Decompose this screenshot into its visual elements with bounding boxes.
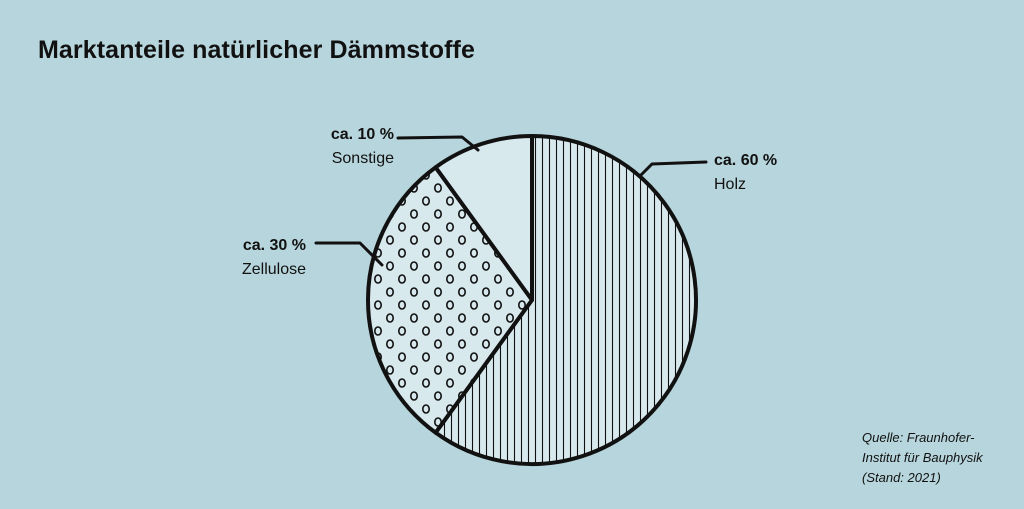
slice-name-zellulose: Zellulose: [241, 261, 306, 278]
pie-slice-sonstige: [433, 134, 534, 302]
leader-line-holz: [638, 160, 708, 178]
slice-value-zellulose: ca. 30 %: [242, 237, 306, 254]
slice-name-sonstige: Sonstige: [331, 150, 394, 167]
source-note: Quelle: Fraunhofer- Institut für Bauphys…: [862, 430, 983, 485]
slice-name-holz: Holz: [714, 176, 747, 193]
slice-label-sonstige: ca. 10 % Sonstige: [331, 123, 394, 171]
chart-title: Marktanteile natürlicher Dämmstoffe: [38, 36, 475, 64]
slice-label-zellulose: ca. 30 % Zellulose: [242, 234, 306, 282]
slice-value-sonstige: ca. 10 %: [330, 126, 394, 143]
leader-line-sonstige: [396, 135, 480, 152]
slice-value-holz: ca. 60 %: [714, 152, 778, 169]
leader-line-zellulose: [314, 241, 384, 267]
pie-slice-holz: [433, 134, 698, 466]
pie-slice-zellulose: [366, 165, 534, 435]
slice-label-holz: ca. 60 % Holz: [714, 149, 777, 197]
